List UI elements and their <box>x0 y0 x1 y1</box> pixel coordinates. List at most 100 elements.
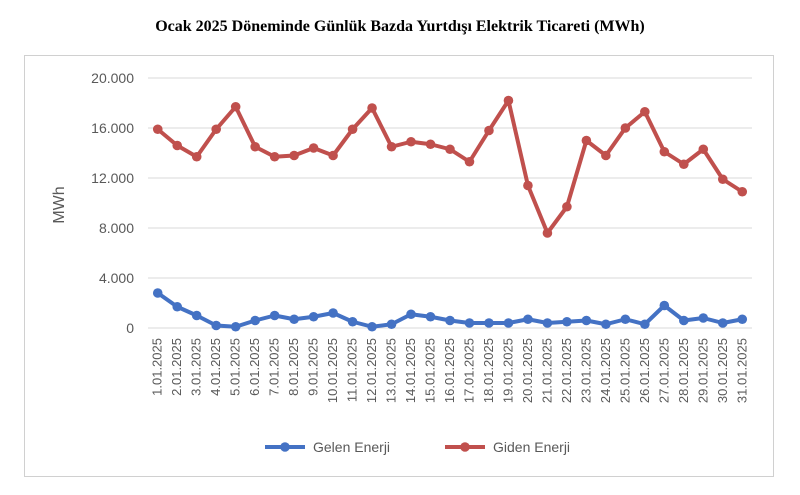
data-point <box>717 318 728 328</box>
y-tick-label: 0 <box>126 320 134 336</box>
x-tick-label: 19.01.2025 <box>500 338 515 403</box>
x-tick-label: 14.01.2025 <box>403 338 418 403</box>
data-point <box>406 309 416 320</box>
legend-item: Giden Enerji <box>445 439 570 455</box>
x-tick-label: 24.01.2025 <box>598 338 613 403</box>
data-point <box>562 201 572 212</box>
data-point <box>367 103 377 113</box>
data-point <box>503 95 514 106</box>
legend-label: Gelen Enerji <box>313 439 390 455</box>
data-point <box>737 314 748 325</box>
data-point <box>308 143 319 153</box>
legend: Gelen Enerji Giden Enerji <box>265 439 570 455</box>
data-point <box>484 318 494 328</box>
x-tick-label: 5.01.2025 <box>228 338 243 396</box>
x-tick-label: 1.01.2025 <box>150 338 165 396</box>
data-point <box>289 314 299 325</box>
data-point <box>386 141 397 152</box>
data-point <box>640 106 650 117</box>
x-tick-label: 4.01.2025 <box>208 338 223 396</box>
legend-marker <box>460 442 470 452</box>
data-point <box>601 319 611 330</box>
data-point <box>386 319 397 330</box>
data-point <box>367 321 377 332</box>
data-point <box>289 150 299 161</box>
gridlines <box>148 77 752 329</box>
data-point <box>328 150 338 161</box>
series <box>152 95 748 332</box>
x-tick-label: 23.01.2025 <box>578 338 593 403</box>
data-point <box>679 159 689 170</box>
y-tick-label: 4.000 <box>99 270 134 286</box>
data-point <box>172 301 183 312</box>
data-point <box>308 311 319 322</box>
series-line <box>156 98 744 235</box>
data-point <box>425 139 436 150</box>
data-point <box>425 311 436 322</box>
data-point <box>523 180 533 191</box>
x-tick-label: 6.01.2025 <box>247 338 262 396</box>
legend-item: Gelen Enerji <box>265 439 390 455</box>
data-point <box>328 308 338 318</box>
data-point <box>659 300 670 311</box>
x-tick-label: 8.01.2025 <box>286 338 301 396</box>
data-point <box>152 124 163 135</box>
data-point <box>620 314 631 325</box>
x-tick-label: 11.01.2025 <box>345 338 360 402</box>
data-point <box>250 315 260 326</box>
data-point <box>445 144 455 155</box>
x-tick-label: 15.01.2025 <box>423 338 438 403</box>
x-tick-label: 28.01.2025 <box>676 338 691 403</box>
data-point <box>464 318 475 328</box>
x-tick-label: 18.01.2025 <box>481 338 496 403</box>
data-point <box>406 136 416 147</box>
x-tick-label: 3.01.2025 <box>189 338 204 396</box>
x-tick-label: 9.01.2025 <box>306 338 321 396</box>
data-point <box>659 146 670 157</box>
x-tick-label: 20.01.2025 <box>520 338 535 403</box>
x-tick-label: 10.01.2025 <box>325 338 340 403</box>
x-tick-label: 21.01.2025 <box>539 338 554 403</box>
x-tick-label: 31.01.2025 <box>734 338 749 403</box>
data-point <box>737 186 748 197</box>
x-tick-label: 27.01.2025 <box>656 338 671 403</box>
data-point <box>698 144 709 155</box>
data-point <box>269 310 280 321</box>
data-point <box>152 288 163 298</box>
legend-marker <box>280 442 290 452</box>
x-tick-label: 30.01.2025 <box>715 338 730 403</box>
y-tick-label: 20.000 <box>91 70 134 86</box>
x-tick-label: 16.01.2025 <box>442 338 457 403</box>
data-point <box>542 228 553 238</box>
data-point <box>698 313 709 323</box>
data-point <box>679 315 689 326</box>
x-tick-label: 22.01.2025 <box>559 338 574 403</box>
data-point <box>191 310 202 321</box>
data-point <box>230 101 241 112</box>
x-tick-label: 7.01.2025 <box>267 338 282 396</box>
data-point <box>464 156 475 167</box>
x-tick-label: 29.01.2025 <box>695 338 710 403</box>
y-axis-ticks: 0 4.000 8.000 12.000 16.000 20.000 <box>91 70 134 336</box>
data-point <box>347 124 358 135</box>
data-point <box>503 318 514 328</box>
x-axis-ticks: 1.01.2025 2.01.2025 3.01.2025 4.01.2025 5.01… <box>150 338 750 403</box>
x-tick-label: 25.01.2025 <box>617 338 632 403</box>
x-tick-label: 26.01.2025 <box>637 338 652 403</box>
data-point <box>172 140 183 151</box>
series-gelen-enerji <box>152 288 748 332</box>
data-point <box>211 320 221 331</box>
data-point <box>640 319 650 330</box>
data-point <box>211 124 221 135</box>
y-tick-label: 12.000 <box>91 170 134 186</box>
x-tick-label: 13.01.2025 <box>384 338 399 403</box>
x-tick-label: 12.01.2025 <box>364 338 379 403</box>
data-point <box>601 150 611 161</box>
y-axis-label: MWh <box>51 186 68 223</box>
chart-title: Ocak 2025 Döneminde Günlük Bazda Yurtdış… <box>155 18 645 35</box>
data-point <box>620 123 631 133</box>
y-tick-label: 16.000 <box>91 120 134 136</box>
data-point <box>269 151 280 162</box>
x-tick-label: 17.01.2025 <box>461 338 476 403</box>
